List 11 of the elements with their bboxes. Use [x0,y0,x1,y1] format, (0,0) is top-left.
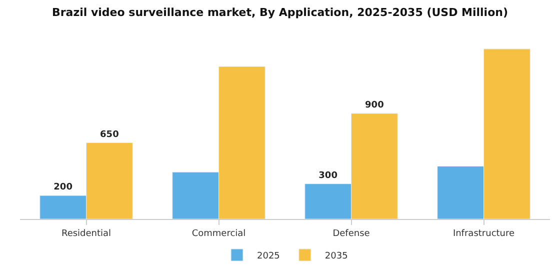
data-label: 200 [54,182,72,193]
data-label: 300 [318,170,338,181]
data-label: 900 [365,100,384,110]
x-tick-label: Residential [61,228,112,239]
x-tick-label: Defense [332,228,370,239]
x-tick-label: Commercial [192,228,246,239]
legend-label: 2025 [257,251,280,262]
legend-label: 2035 [324,251,348,262]
data-label: 650 [100,130,119,140]
x-tick-label: Infrastructure [452,228,515,239]
chart-title: Brazil video surveillance market, By Application, 2025-2035 (USD Million) [52,6,508,20]
